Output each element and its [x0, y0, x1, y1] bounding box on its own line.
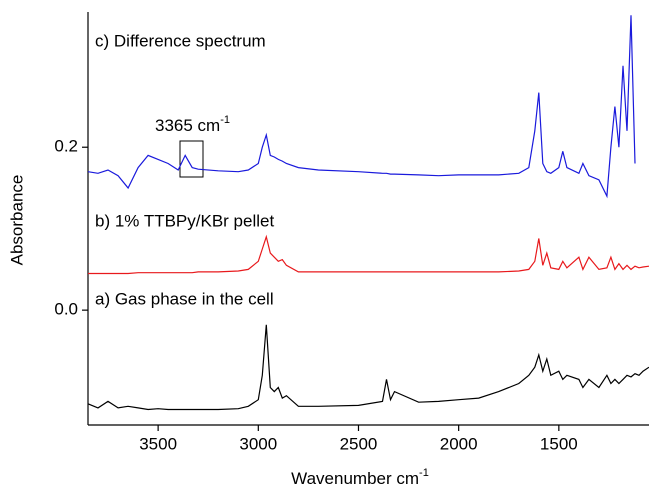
series-line: [87, 15, 636, 199]
annotation-text: 3365 cm: [155, 116, 220, 135]
series-label: b) 1% TTBPy/KBr pellet: [95, 211, 274, 230]
x-tick-label: 2500: [340, 434, 378, 453]
x-tick-label: 2000: [440, 434, 478, 453]
highlight-box: [179, 140, 204, 178]
x-axis-label-sup: -1: [419, 467, 429, 479]
y-axis-label: Absorbance: [7, 175, 26, 266]
y-tick-label: 0.0: [54, 300, 78, 319]
x-axis-label: Wavenumber cm-1: [291, 467, 429, 489]
series-label: a) Gas phase in the cell: [95, 289, 274, 308]
x-tick-label: 1500: [540, 434, 578, 453]
x-axis-label-text: Wavenumber cm: [291, 469, 419, 488]
annotation-sup: -1: [220, 114, 230, 126]
x-tick-label: 3000: [239, 434, 277, 453]
y-tick-label: 0.2: [54, 137, 78, 156]
series-label: c) Difference spectrum: [95, 31, 266, 50]
x-tick-label: 3500: [139, 434, 177, 453]
series-line: [87, 324, 649, 411]
annotation: 3365 cm-1: [155, 114, 230, 136]
series-line: [88, 234, 649, 275]
